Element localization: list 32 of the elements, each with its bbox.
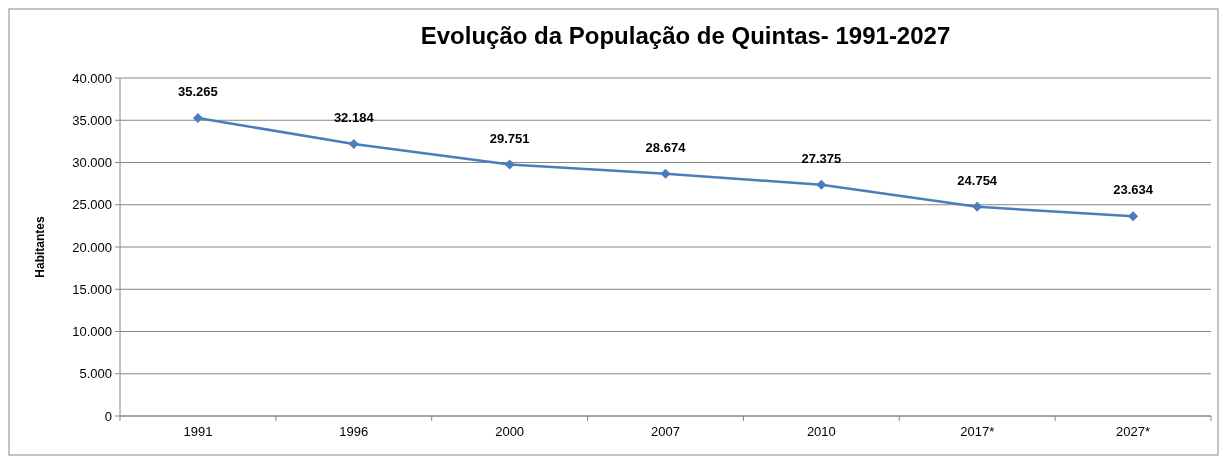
x-tick-label: 1991	[183, 424, 213, 439]
data-label: 24.754	[957, 172, 998, 188]
x-tick-label: 2027*	[1116, 424, 1151, 439]
y-tick-label: 40.000	[72, 70, 112, 86]
data-label: 23.634	[1113, 182, 1154, 198]
point	[348, 139, 359, 150]
x-tick-label: 2000	[495, 424, 525, 439]
y-tick-label: 15.000	[72, 281, 112, 297]
y-tick-label: 25.000	[72, 197, 112, 213]
y-axis-title: Habitantes	[33, 216, 47, 278]
data-label: 29.751	[489, 130, 530, 146]
y-tick-label: 10.000	[72, 324, 112, 340]
data-label: 28.674	[645, 139, 687, 155]
x-tick-label: 1996	[339, 424, 369, 439]
data-label: 35.265	[178, 84, 218, 100]
y-tick-label: 0	[104, 408, 112, 424]
point	[816, 179, 827, 190]
y-tick-label: 20.000	[72, 239, 112, 255]
point	[192, 113, 203, 124]
x-tick-label: 2010	[806, 424, 836, 439]
point	[504, 159, 515, 170]
x-tick-label: 2007	[651, 424, 680, 439]
point	[972, 201, 983, 212]
y-tick-label: 30.000	[72, 155, 112, 171]
y-tick-label: 35.000	[72, 112, 112, 128]
data-label: 27.375	[801, 150, 842, 166]
point	[1128, 211, 1139, 222]
point	[660, 168, 671, 179]
x-tick-label: 2017*	[960, 424, 995, 439]
chart-title: Evolução da População de Quintas- 1991-2027	[420, 22, 951, 49]
data-label: 32.184	[333, 110, 375, 126]
y-tick-label: 5.000	[79, 366, 112, 382]
